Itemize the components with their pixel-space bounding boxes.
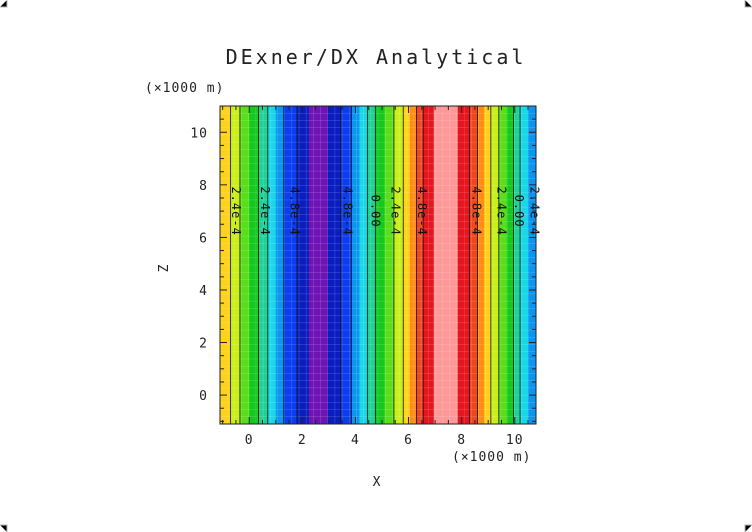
- x-tick-label: 10: [506, 433, 524, 448]
- contour-label-9: 0.00: [512, 195, 526, 228]
- color-bands: [220, 106, 537, 424]
- grid-lines: [220, 106, 536, 424]
- color-band-27: [490, 106, 500, 424]
- plot-area: 2.4e-4 2.4e-4 4.8e-4 4.8e-4 0.00 2.4e-4 4.8e-4…: [190, 105, 542, 448]
- contour-label-6: 4.8e-4: [415, 186, 429, 235]
- color-band-3: [249, 106, 259, 424]
- axis-ticks: [220, 105, 536, 424]
- x-tick-label: 4: [351, 433, 360, 448]
- color-band-10: [327, 106, 342, 424]
- color-band-9: [308, 106, 328, 424]
- color-band-19: [409, 106, 417, 424]
- color-band-11: [340, 106, 352, 424]
- x-tick-label: 6: [404, 433, 413, 448]
- color-band-18: [403, 106, 411, 424]
- y-tick-label: 6: [199, 231, 208, 246]
- contour-label-0: 2.4e-4: [229, 186, 243, 235]
- x-tick-label: 0: [245, 433, 254, 448]
- color-band-13: [359, 106, 368, 424]
- color-band-6: [275, 106, 285, 424]
- contour-label-5: 2.4e-4: [388, 186, 402, 235]
- color-band-21: [423, 106, 435, 424]
- color-band-26: [484, 106, 492, 424]
- color-band-28: [498, 106, 508, 424]
- color-band-8: [297, 106, 310, 424]
- x-axis-label: X: [373, 475, 382, 490]
- contour-lines: [230, 106, 521, 424]
- color-band-30: [513, 106, 521, 424]
- plot-frame: [219, 105, 537, 425]
- x-tick-label: 2: [298, 433, 307, 448]
- color-band-4: [258, 106, 269, 424]
- color-band-16: [384, 106, 395, 424]
- y-tick-label: 4: [199, 284, 208, 299]
- y-tick-label: 0: [199, 389, 208, 404]
- color-band-15: [375, 106, 386, 424]
- axis-tick-labels: 0 2 4 6 8 10 0 2 4 6 8 10: [190, 126, 524, 448]
- chart-title: DExner/DX Analytical: [226, 45, 527, 69]
- contour-label-4: 0.00: [368, 195, 382, 228]
- contour-label-7: 4.8e-4: [469, 186, 483, 235]
- y-axis-unit-label: (×1000 m): [145, 81, 224, 96]
- color-band-24: [469, 106, 478, 424]
- color-band-1: [230, 106, 241, 424]
- color-band-12: [351, 106, 360, 424]
- color-band-25: [477, 106, 485, 424]
- color-band-0: [220, 106, 232, 424]
- color-band-22: [433, 106, 459, 424]
- x-tick-label: 8: [457, 433, 466, 448]
- color-band-7: [283, 106, 298, 424]
- color-band-32: [528, 106, 537, 424]
- contour-label-2: 4.8e-4: [287, 186, 301, 235]
- contour-label-8: 2.4e-4: [494, 186, 508, 235]
- color-band-14: [367, 106, 376, 424]
- x-axis-unit-label: (×1000 m): [452, 450, 531, 465]
- color-band-31: [520, 106, 529, 424]
- y-tick-label: 10: [190, 126, 208, 141]
- y-tick-label: 2: [199, 337, 208, 352]
- contour-label-1: 2.4e-4: [258, 186, 272, 235]
- color-band-23: [457, 106, 471, 424]
- color-band-29: [506, 106, 514, 424]
- color-band-2: [239, 106, 250, 424]
- y-axis-label: Z: [157, 264, 172, 273]
- color-band-20: [416, 106, 424, 424]
- color-band-5: [267, 106, 277, 424]
- y-tick-label: 8: [199, 179, 208, 194]
- contour-label-3: 4.8e-4: [340, 186, 354, 235]
- color-band-17: [393, 106, 404, 424]
